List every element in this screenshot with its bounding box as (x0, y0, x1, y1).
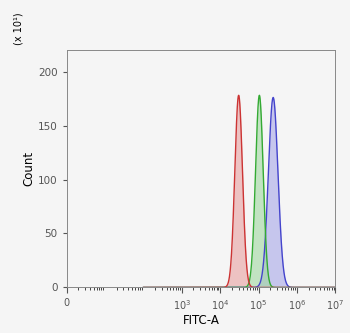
Y-axis label: Count: Count (22, 151, 35, 186)
Text: (x 10¹): (x 10¹) (13, 13, 23, 45)
X-axis label: FITC-A: FITC-A (183, 314, 219, 327)
